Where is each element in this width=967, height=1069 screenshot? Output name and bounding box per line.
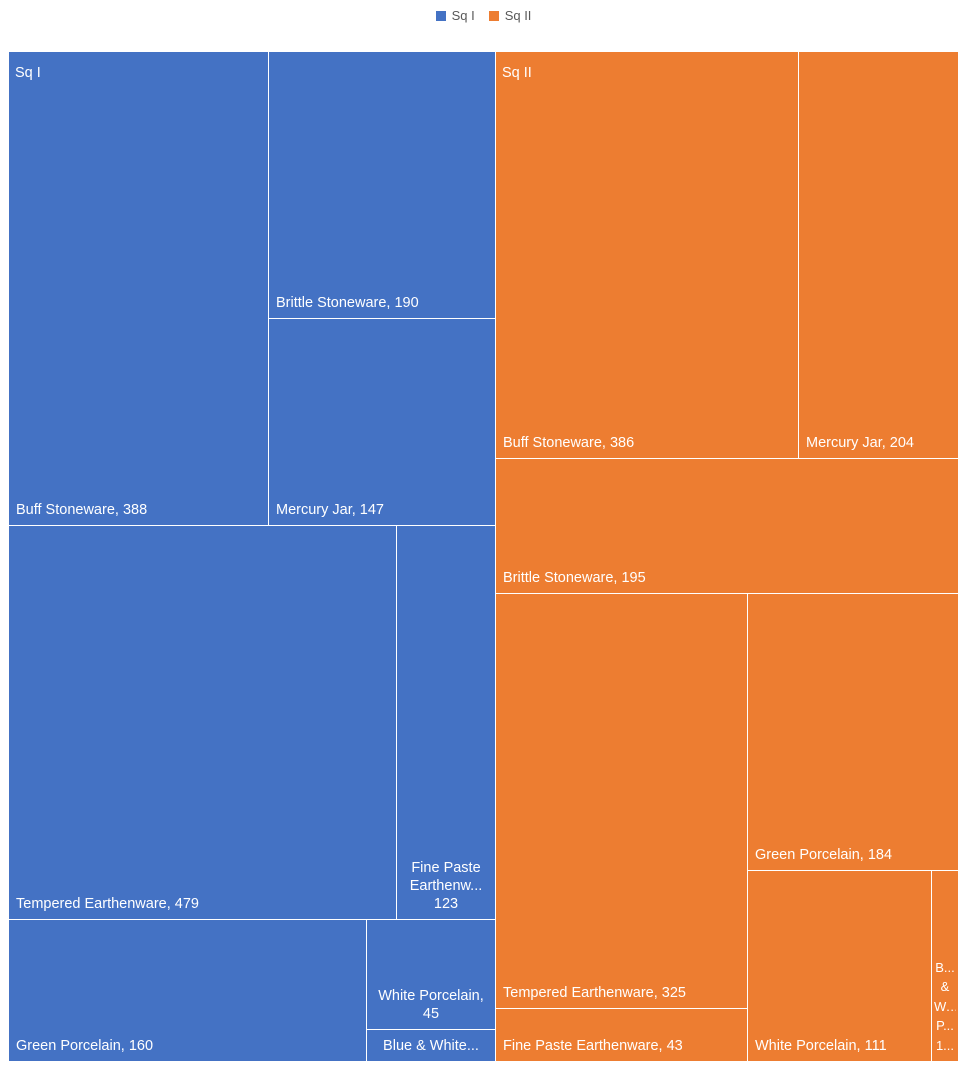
tile-label: Fine Paste Earthenw... 123 — [409, 859, 483, 912]
tile-sq2-fine-paste-earthenware[interactable]: Fine Paste Earthenware, 43 — [495, 1008, 748, 1062]
group-label-sq2: Sq II — [502, 65, 532, 81]
legend-swatch-sq2 — [488, 10, 499, 21]
legend-label-sq1: Sq I — [451, 8, 475, 23]
tile-label: Mercury Jar, 147 — [276, 501, 384, 518]
tile-label: Brittle Stoneware, 190 — [276, 294, 419, 311]
tile-label: Blue & White... — [383, 1037, 479, 1054]
tile-label: Green Porcelain, 184 — [755, 846, 893, 863]
tile-label: Mercury Jar, 204 — [806, 434, 914, 451]
legend-item-sq1: Sq I — [435, 8, 475, 23]
tile-label: White Porcelain, 45 — [378, 987, 484, 1022]
chart-legend: Sq I Sq II — [0, 8, 967, 23]
tile-label: Buff Stoneware, 388 — [16, 501, 148, 518]
tile-sq1-blue-white[interactable]: Blue & White... — [366, 1029, 496, 1062]
tile-sq2-mercury-jar[interactable]: Mercury Jar, 204 — [798, 51, 959, 459]
legend-swatch-sq1 — [435, 10, 446, 21]
tile-label: White Porcelain, 111 — [755, 1037, 887, 1054]
tile-label: B... & W... P... 1... — [934, 959, 956, 1053]
tile-sq2-buff-stoneware[interactable]: Buff Stoneware, 386 — [495, 51, 799, 459]
legend-label-sq2: Sq II — [504, 8, 532, 23]
tile-label: Tempered Earthenware, 479 — [16, 895, 199, 912]
tile-sq2-white-porcelain[interactable]: White Porcelain, 111 — [747, 870, 932, 1062]
tile-label: Buff Stoneware, 386 — [503, 434, 635, 451]
tile-label: Fine Paste Earthenware, 43 — [503, 1037, 683, 1054]
tile-sq2-green-porcelain[interactable]: Green Porcelain, 184 — [747, 593, 959, 871]
tile-sq1-mercury-jar[interactable]: Mercury Jar, 147 — [268, 318, 496, 526]
legend-item-sq2: Sq II — [488, 8, 532, 23]
tile-sq2-brittle-stoneware[interactable]: Brittle Stoneware, 195 — [495, 458, 959, 594]
tile-label: Green Porcelain, 160 — [16, 1037, 154, 1054]
tile-sq1-fine-paste-earthenware[interactable]: Fine Paste Earthenw... 123 — [396, 525, 496, 920]
group-label-sq1: Sq I — [15, 65, 41, 81]
tile-sq1-buff-stoneware[interactable]: Buff Stoneware, 388 — [8, 51, 269, 526]
tile-sq1-tempered-earthenware[interactable]: Tempered Earthenware, 479 — [8, 525, 397, 920]
tile-sq2-tempered-earthenware[interactable]: Tempered Earthenware, 325 — [495, 593, 748, 1009]
tile-label: Brittle Stoneware, 195 — [503, 569, 646, 586]
tile-label: Tempered Earthenware, 325 — [503, 984, 686, 1001]
tile-sq2-blue-white-porcelain[interactable]: B... & W... P... 1... — [931, 870, 959, 1062]
tile-sq1-green-porcelain[interactable]: Green Porcelain, 160 — [8, 919, 367, 1062]
tile-sq1-white-porcelain[interactable]: White Porcelain, 45 — [366, 919, 496, 1030]
tile-sq1-brittle-stoneware[interactable]: Brittle Stoneware, 190 — [268, 51, 496, 319]
